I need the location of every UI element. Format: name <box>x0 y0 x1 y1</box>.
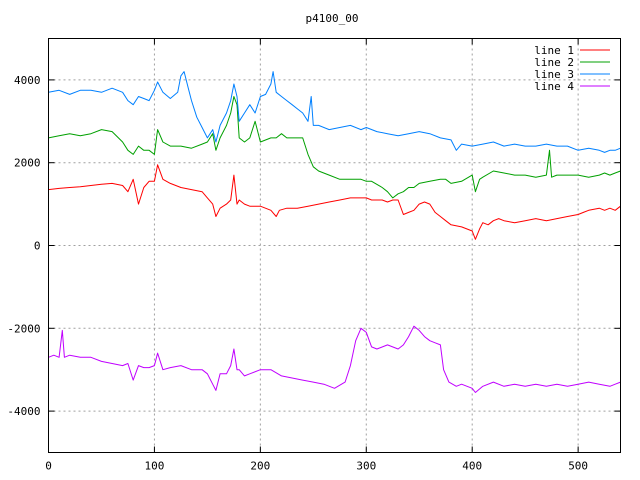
x-tick-label: 100 <box>144 460 164 473</box>
chart-title: p4100_00 <box>306 12 359 25</box>
series-group <box>48 71 621 393</box>
grid-lines <box>48 38 621 453</box>
x-tick-label: 300 <box>356 460 376 473</box>
tick-marks: 0 100 200 300 400 500 -4000 -2000 0 2000 4000 <box>7 38 621 473</box>
series-line-1 <box>48 164 621 240</box>
x-tick-label: 200 <box>250 460 270 473</box>
x-tick-label: 0 <box>45 460 52 473</box>
y-tick-label: 2000 <box>14 157 41 170</box>
y-tick-label: -4000 <box>7 405 40 418</box>
legend-label-2: line 2 <box>534 56 574 69</box>
y-tick-label: 4000 <box>14 74 41 87</box>
y-tick-label: 0 <box>34 240 41 253</box>
y-tick-label: -2000 <box>7 322 40 335</box>
x-tick-label: 500 <box>568 460 588 473</box>
series-line-3 <box>48 71 621 153</box>
series-line-2 <box>48 96 621 199</box>
legend-label-3: line 3 <box>534 68 574 81</box>
legend-label-4: line 4 <box>534 80 574 93</box>
legend-label-1: line 1 <box>534 44 574 57</box>
x-tick-label: 400 <box>462 460 482 473</box>
series-line-4 <box>48 325 621 393</box>
